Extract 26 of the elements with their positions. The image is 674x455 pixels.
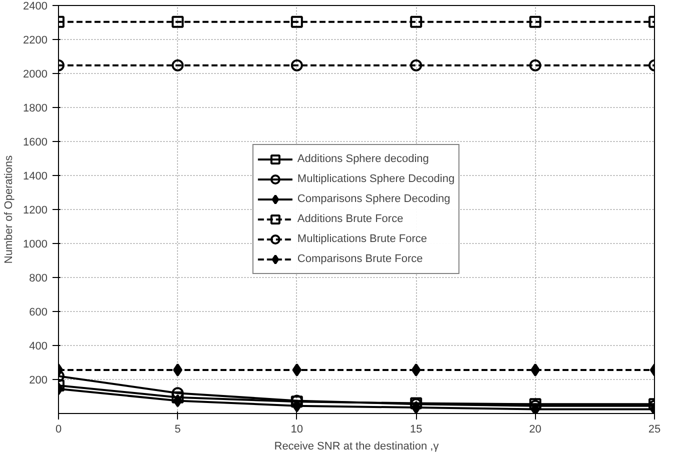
y-tick-label: 1400 [23, 170, 48, 182]
legend-label: Additions Brute Force [297, 213, 404, 225]
x-tick-label: 15 [410, 424, 422, 436]
y-tick-label: 2000 [23, 68, 48, 80]
legend-label: Comparisons Sphere Decoding [297, 193, 450, 205]
y-tick-label: 600 [29, 306, 48, 318]
y-tick-label: 1800 [23, 102, 48, 114]
x-tick-label: 5 [174, 424, 181, 436]
y-tick-label: 200 [29, 374, 48, 386]
y-tick-label: 400 [29, 340, 48, 352]
y-tick-label: 1600 [23, 136, 48, 148]
y-tick-label: 1200 [23, 204, 48, 216]
y-tick-label: 2200 [23, 34, 48, 46]
x-tick-label: 25 [648, 424, 661, 436]
y-tick-label: 800 [29, 272, 48, 284]
legend-label: Additions Sphere decoding [297, 153, 429, 165]
x-tick-label: 0 [55, 424, 62, 436]
y-tick-label: 2400 [23, 0, 48, 12]
x-axis-title: Receive SNR at the destination ,γ [274, 440, 440, 452]
x-tick-label: 20 [529, 424, 542, 436]
y-axis-title: Number of Operations [3, 154, 16, 264]
y-tick-label: 1000 [23, 238, 48, 250]
legend-label: Multiplications Brute Force [297, 233, 428, 245]
legend-label: Multiplications Sphere Decoding [297, 173, 455, 185]
legend-label: Comparisons Brute Force [297, 253, 423, 265]
x-tick-label: 10 [290, 424, 304, 436]
